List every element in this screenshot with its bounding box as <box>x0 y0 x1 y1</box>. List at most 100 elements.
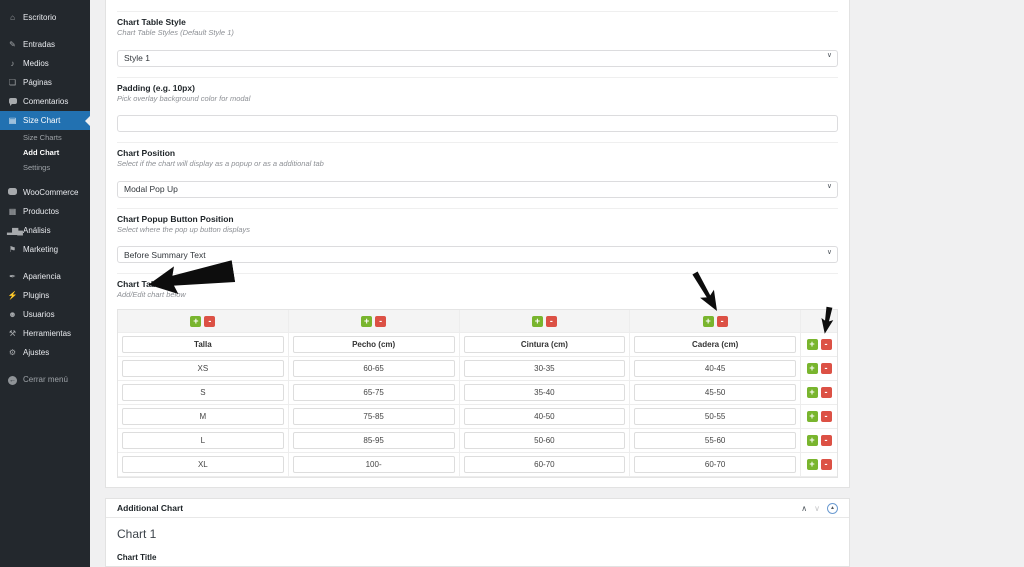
padding-input[interactable] <box>117 115 838 132</box>
add-column-button[interactable]: + <box>361 315 373 327</box>
sidebar-item-woocommerce[interactable]: WooCommerce <box>0 183 90 202</box>
sidebar-item-label: Apariencia <box>23 272 61 281</box>
remove-column-button[interactable]: - <box>375 315 387 327</box>
table-cell <box>459 453 631 477</box>
remove-row-button[interactable]: - <box>820 363 832 374</box>
add-column-button[interactable]: + <box>531 315 543 327</box>
sidebar-item-comentarios[interactable]: Comentarios <box>0 92 90 111</box>
add-row-button[interactable]: + <box>806 363 818 374</box>
table-cell <box>118 429 289 453</box>
dashboard-icon: ⌂ <box>10 13 15 22</box>
field-divider <box>117 0 838 12</box>
remove-row-button[interactable]: - <box>820 459 832 470</box>
add-row-button[interactable]: + <box>806 435 818 446</box>
add-row-button[interactable]: + <box>806 411 818 422</box>
plugins-icon: ⚡ <box>7 291 18 300</box>
triangle-up-icon: ▲ <box>830 504 835 511</box>
sidebar-item-label: Size Chart <box>23 116 61 125</box>
cell-input[interactable] <box>463 456 626 473</box>
cell-input[interactable] <box>292 360 455 377</box>
row-controls-cell: + - <box>801 453 837 477</box>
column-controls-cell <box>801 310 837 333</box>
cell-input[interactable] <box>292 384 455 401</box>
header-input[interactable] <box>292 336 455 353</box>
header-input[interactable] <box>463 336 626 353</box>
remove-row-button[interactable]: - <box>820 387 832 398</box>
sidebar-item-medios[interactable]: ♪ Medios <box>0 54 90 73</box>
cell-input[interactable] <box>463 408 626 425</box>
appearance-icon: ✒ <box>9 272 16 281</box>
cell-input[interactable] <box>634 456 796 473</box>
pages-icon: ❏ <box>8 78 17 87</box>
remove-row-button[interactable]: - <box>820 339 832 350</box>
sidebar-item-label: Escritorio <box>23 13 57 22</box>
chart-table-style-select[interactable]: Style 1 <box>117 49 838 67</box>
analytics-icon: ▂▆▄ <box>7 226 23 235</box>
header-input[interactable] <box>634 336 796 353</box>
sidebar-subitem-add-chart[interactable]: Add Chart <box>23 148 60 157</box>
cell-input[interactable] <box>122 456 284 473</box>
sidebar-item-herramientas[interactable]: ⚒ Herramientas <box>0 324 90 343</box>
table-header-cell <box>630 333 801 357</box>
cell-input[interactable] <box>122 408 284 425</box>
field-chart-position: Chart Position Select if the chart will … <box>117 143 838 209</box>
table-cell <box>118 357 289 381</box>
additional-chart-body: Chart 1 Chart Title <box>106 527 849 562</box>
sidebar-item-ajustes[interactable]: ⚙ Ajustes <box>0 343 90 362</box>
remove-row-button[interactable]: - <box>820 435 832 446</box>
sidebar-item-paginas[interactable]: ❏ Páginas <box>0 73 90 92</box>
column-controls-cell: + - <box>459 310 631 333</box>
remove-column-button[interactable]: - <box>545 315 557 327</box>
add-row-button[interactable]: + <box>806 339 818 350</box>
sidebar-subitem-settings[interactable]: Settings <box>23 163 51 172</box>
cell-input[interactable] <box>634 384 796 401</box>
move-up-icon[interactable]: ∧ <box>801 503 808 513</box>
cell-input[interactable] <box>463 384 626 401</box>
cell-input[interactable] <box>292 408 455 425</box>
cell-input[interactable] <box>634 432 796 449</box>
cell-input[interactable] <box>634 408 796 425</box>
add-column-button[interactable]: + <box>190 315 202 327</box>
add-column-button[interactable]: + <box>702 315 714 327</box>
sidebar-item-entradas[interactable]: ✎ Entradas <box>0 35 90 54</box>
chart-position-select[interactable]: Modal Pop Up <box>117 180 838 198</box>
sidebar-item-plugins[interactable]: ⚡ Plugins <box>0 286 90 305</box>
remove-row-button[interactable]: - <box>820 411 832 422</box>
sidebar-item-size-chart[interactable]: ▤ Size Chart <box>0 111 90 130</box>
collapse-menu-button[interactable]: ← Cerrar menú <box>0 370 90 389</box>
sidebar-item-marketing[interactable]: ⚑ Marketing <box>0 240 90 259</box>
remove-column-button[interactable]: - <box>716 315 728 327</box>
sidebar-item-productos[interactable]: ▦ Productos <box>0 202 90 221</box>
active-item-arrow <box>80 115 90 126</box>
cell-input[interactable] <box>122 384 284 401</box>
row-controls-cell: + - <box>801 405 837 429</box>
add-row-button[interactable]: + <box>806 387 818 398</box>
table-cell <box>630 429 801 453</box>
move-down-icon[interactable]: ∨ <box>814 503 820 513</box>
additional-chart-header[interactable]: Additional Chart ∧ ∨ ▲ <box>106 499 849 518</box>
sidebar-subitem-size-charts[interactable]: Size Charts <box>23 133 62 142</box>
table-cell <box>459 429 631 453</box>
sidebar-item-label: Páginas <box>23 78 52 87</box>
cell-input[interactable] <box>463 432 626 449</box>
cell-input[interactable] <box>122 360 284 377</box>
field-help: Pick overlay background color for modal <box>117 93 251 103</box>
popup-button-position-select[interactable]: Before Summary Text <box>117 246 838 263</box>
sidebar-item-apariencia[interactable]: ✒ Apariencia <box>0 267 90 286</box>
sidebar-item-usuarios[interactable]: ☻ Usuarios <box>0 305 90 324</box>
size-chart-icon: ▤ <box>8 116 17 125</box>
header-input[interactable] <box>122 336 284 353</box>
cell-input[interactable] <box>292 456 455 473</box>
cell-input[interactable] <box>634 360 796 377</box>
cell-input[interactable] <box>292 432 455 449</box>
toggle-panel-button[interactable]: ▲ <box>827 502 838 514</box>
remove-column-button[interactable]: - <box>204 315 216 327</box>
sidebar-item-analisis[interactable]: ▂▆▄ Análisis <box>0 221 90 240</box>
cell-input[interactable] <box>463 360 626 377</box>
additional-chart-panel: Additional Chart ∧ ∨ ▲ Chart 1 Chart Tit… <box>105 498 850 567</box>
field-label: Chart Position <box>117 148 176 158</box>
cell-input[interactable] <box>122 432 284 449</box>
sidebar-item-escritorio[interactable]: ⌂ Escritorio <box>0 8 90 27</box>
add-row-button[interactable]: + <box>806 459 818 470</box>
field-chart-table: Chart Table Add/Edit chart below + - + -… <box>117 274 838 488</box>
